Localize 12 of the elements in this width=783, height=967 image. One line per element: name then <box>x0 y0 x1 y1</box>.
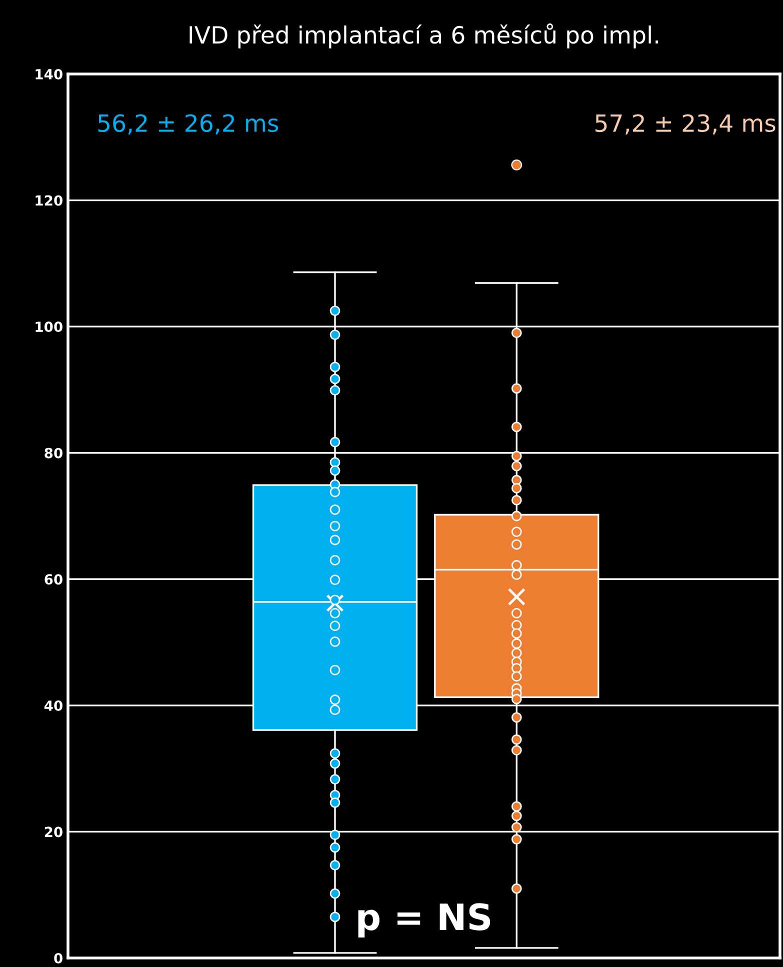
y-tick-label: 100 <box>36 322 62 332</box>
annotation: 57,2 ± 23,4 ms <box>596 114 776 134</box>
y-tick-label: 40 <box>44 700 62 711</box>
y-tick-label: 140 <box>36 68 62 80</box>
annotation: 56,2 ± 26,2 ms <box>98 114 278 134</box>
annotation: p = NS <box>358 903 490 938</box>
chart-title: IVD před implantací a 6 měsíců po impl. <box>190 23 658 48</box>
y-tick-label: 60 <box>44 574 62 585</box>
y-tick-label: 80 <box>44 448 62 458</box>
y-tick-label: 120 <box>36 195 62 206</box>
y-tick-label: 20 <box>44 826 62 838</box>
y-tick-label: 0 <box>54 952 62 964</box>
